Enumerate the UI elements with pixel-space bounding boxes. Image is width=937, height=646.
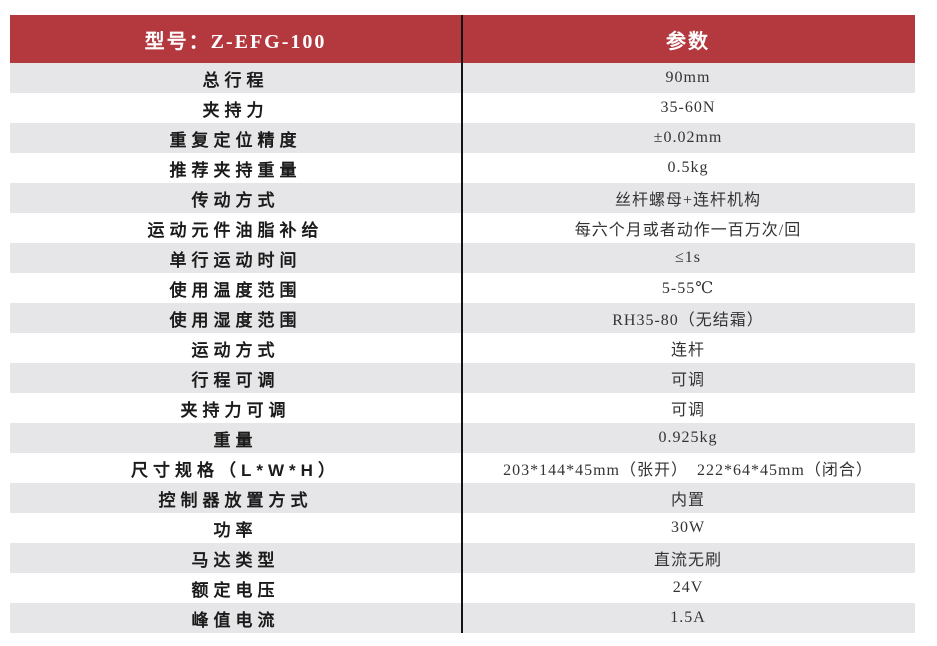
spec-label: 控制器放置方式 xyxy=(158,490,313,510)
spec-value: 丝杆螺母+连杆机构 xyxy=(614,192,762,209)
spec-value: ±0.02mm xyxy=(653,129,723,146)
model-header-cell: 型号：Z-EFG-100 xyxy=(144,30,327,53)
spec-label: 运动方式 xyxy=(191,340,280,360)
spec-value: 内置 xyxy=(670,492,705,509)
spec-label: 使用湿度范围 xyxy=(169,310,302,330)
spec-label: 传动方式 xyxy=(191,190,280,210)
spec-label: 额定电压 xyxy=(191,580,280,600)
spec-value: 35-60N xyxy=(660,99,716,116)
spec-label: 推荐夹持重量 xyxy=(169,160,302,180)
spec-label: 马达类型 xyxy=(191,550,280,570)
spec-value: 可调 xyxy=(670,372,705,389)
spec-value: RH35-80（无结霜） xyxy=(612,312,764,329)
spec-label: 峰值电流 xyxy=(191,610,280,630)
spec-value: ≤1s xyxy=(674,249,701,266)
spec-value: 203*144*45mm（张开） 222*64*45mm（闭合） xyxy=(503,462,873,479)
spec-value: 连杆 xyxy=(670,342,705,359)
spec-value: 1.5A xyxy=(670,609,706,626)
spec-label: 夹持力 xyxy=(202,100,269,120)
spec-label: 总行程 xyxy=(202,70,269,90)
spec-value: 30W xyxy=(670,519,706,536)
spec-label: 重量 xyxy=(213,430,258,450)
column-divider-line xyxy=(461,15,463,633)
spec-value: 0.5kg xyxy=(667,159,709,176)
spec-value: 24V xyxy=(672,579,704,596)
spec-value: 可调 xyxy=(670,402,705,419)
spec-value: 5-55℃ xyxy=(661,280,715,297)
spec-label: 重复定位精度 xyxy=(169,130,302,150)
spec-value: 90mm xyxy=(665,69,711,86)
spec-table: 型号：Z-EFG-100 参数 总行程 90mm 夹持力 35-60N 重复定位… xyxy=(10,15,915,633)
spec-value: 直流无刷 xyxy=(653,552,722,569)
spec-value: 每六个月或者动作一百万次/回 xyxy=(574,222,802,239)
params-header-cell: 参数 xyxy=(666,30,710,53)
spec-value: 0.925kg xyxy=(658,429,718,446)
spec-label: 运动元件油脂补给 xyxy=(147,220,324,240)
spec-label: 单行运动时间 xyxy=(169,250,302,270)
spec-label: 尺寸规格（L*W*H） xyxy=(131,460,340,480)
spec-label: 使用温度范围 xyxy=(169,280,302,300)
spec-label: 功率 xyxy=(213,520,258,540)
spec-label: 夹持力可调 xyxy=(180,400,291,420)
spec-label: 行程可调 xyxy=(191,370,280,390)
